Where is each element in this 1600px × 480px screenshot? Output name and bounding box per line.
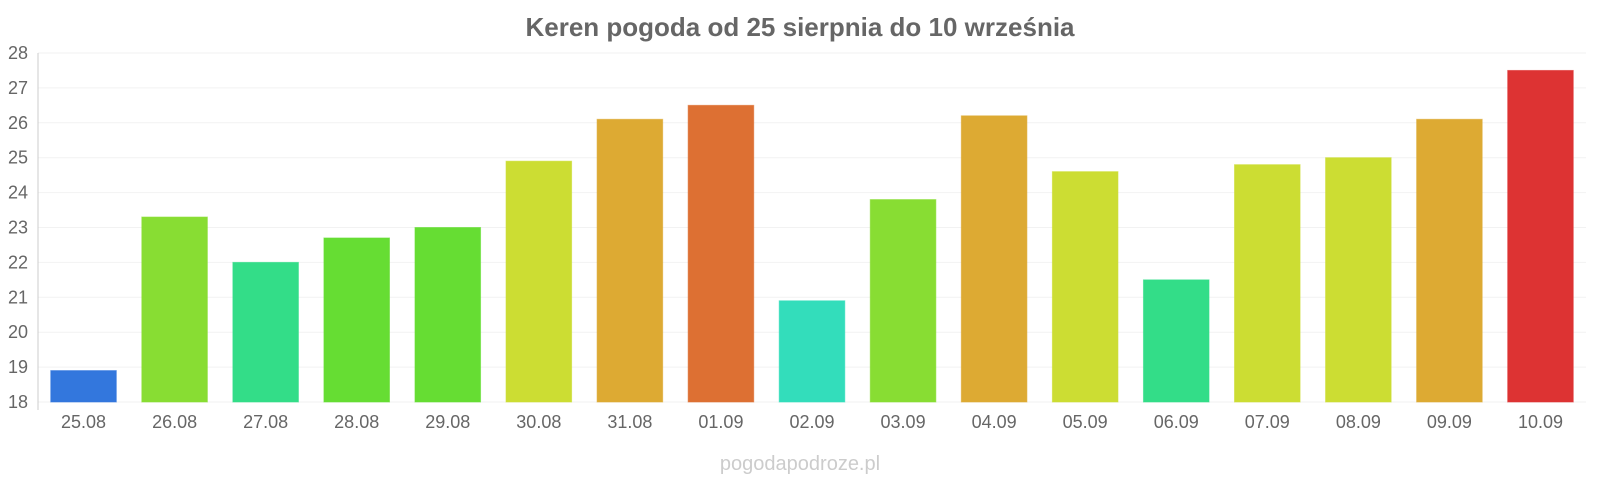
y-tick-label: 23 [8, 218, 28, 238]
bar-03.09 [869, 199, 937, 403]
x-tick-label: 10.09 [1518, 412, 1563, 432]
bar-08.09 [1325, 157, 1392, 403]
x-tick-label: 09.09 [1427, 412, 1472, 432]
source-watermark: pogodapodroze.pl [720, 453, 880, 475]
y-tick-label: 24 [8, 183, 28, 203]
x-axis-ticks: 25.08 26.08 27.08 28.08 29.08 30.08 31.08 01.09… [61, 412, 1563, 432]
bar-27.08 [232, 261, 299, 403]
bar-10.09 [1507, 69, 1574, 403]
x-tick-label: 03.09 [881, 412, 926, 432]
bar-06.09 [1142, 279, 1210, 403]
x-tick-label: 30.08 [516, 412, 561, 432]
bar-01.09 [687, 104, 755, 403]
y-tick-label: 20 [8, 322, 28, 342]
y-tick-label: 26 [8, 113, 28, 133]
bar-07.09 [1234, 164, 1301, 403]
x-tick-label: 26.08 [152, 412, 197, 432]
y-tick-label: 28 [8, 43, 28, 63]
bar-25.08 [50, 370, 117, 403]
x-tick-label: 01.09 [698, 412, 743, 432]
bar-29.08 [414, 227, 482, 403]
x-tick-label: 28.08 [334, 412, 379, 432]
y-tick-label: 22 [8, 252, 28, 272]
bar-31.08 [596, 118, 664, 403]
x-tick-label: 05.09 [1063, 412, 1108, 432]
x-tick-label: 27.08 [243, 412, 288, 432]
bar-02.09 [778, 300, 846, 403]
bar-30.08 [505, 160, 573, 403]
bar-26.08 [141, 216, 208, 403]
y-tick-label: 27 [8, 78, 28, 98]
y-tick-label: 18 [8, 392, 28, 412]
x-tick-label: 08.09 [1336, 412, 1381, 432]
x-tick-label: 31.08 [607, 412, 652, 432]
bar-09.09 [1416, 118, 1483, 403]
y-tick-label: 21 [8, 287, 28, 307]
x-tick-label: 29.08 [425, 412, 470, 432]
y-axis-ticks: 18 19 20 21 22 23 24 25 26 27 28 [8, 43, 28, 412]
x-tick-label: 04.09 [972, 412, 1017, 432]
x-tick-label: 02.09 [789, 412, 834, 432]
x-tick-label: 07.09 [1245, 412, 1290, 432]
x-tick-label: 06.09 [1154, 412, 1199, 432]
y-tick-label: 19 [8, 357, 28, 377]
bar-28.08 [323, 237, 390, 403]
chart-title: Keren pogoda od 25 sierpnia do 10 wrześn… [525, 12, 1075, 42]
bar-04.09 [960, 115, 1028, 403]
x-tick-label: 25.08 [61, 412, 106, 432]
y-tick-label: 25 [8, 148, 28, 168]
bar-05.09 [1051, 171, 1119, 403]
bars [50, 69, 1574, 403]
